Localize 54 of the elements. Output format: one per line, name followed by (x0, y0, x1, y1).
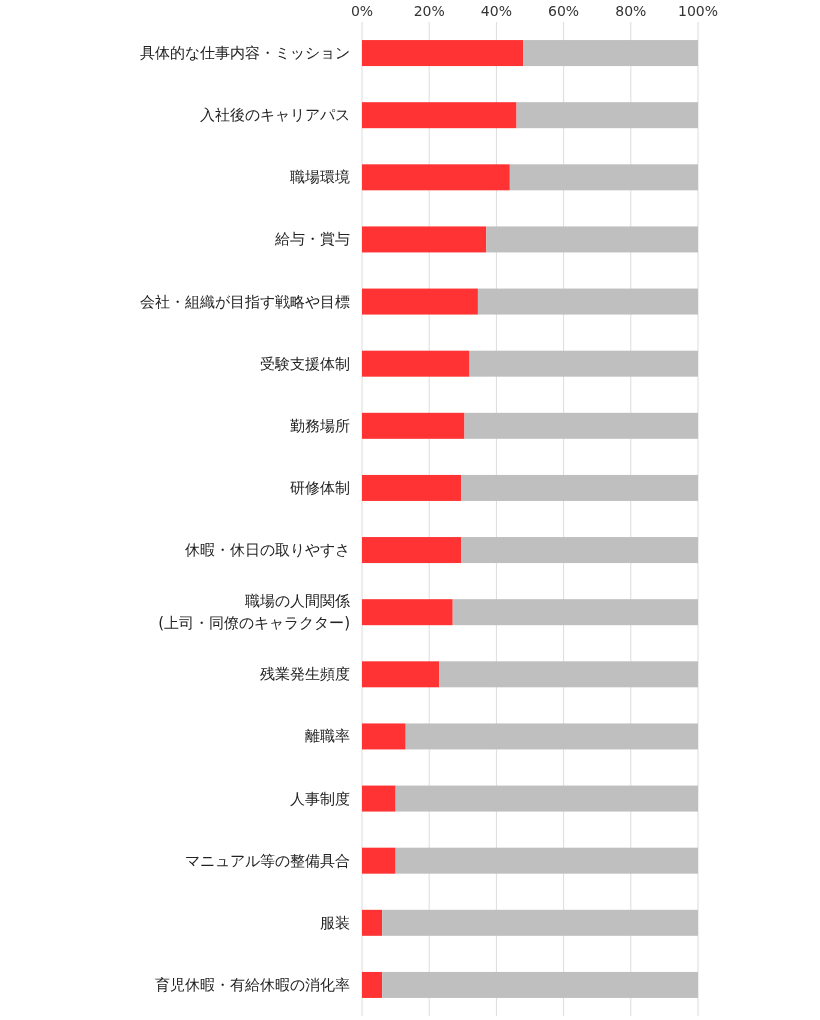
x-tick-label: 0% (350, 3, 374, 19)
bar (362, 971, 383, 998)
y-tick-label: マニュアル等の整備具合 (185, 851, 350, 870)
bar (469, 350, 698, 377)
y-tick-label: 職場環境 (290, 168, 350, 187)
y-tick-label: 勤務場所 (290, 416, 350, 435)
bar (362, 164, 510, 191)
bar (362, 288, 478, 315)
y-tick-label: 具体的な仕事内容・ミッション (140, 44, 350, 63)
bar (477, 288, 698, 315)
bar (362, 474, 462, 501)
y-tick-label: 離職率 (305, 727, 350, 746)
y-tick-label: 残業発生頻度 (260, 665, 350, 684)
y-tick-label: 給与・賞与 (274, 230, 350, 249)
bar (464, 412, 698, 439)
bar (362, 102, 517, 129)
x-tick-label: 80% (615, 3, 647, 19)
x-tick-label: 20% (413, 3, 445, 19)
bar (439, 661, 698, 688)
y-tick-label: 入社後のキャリアパス (200, 106, 350, 125)
y-tick-label: 受験支援体制 (260, 354, 350, 373)
bar (362, 40, 524, 67)
y-tick-label: 会社・組織が目指す戦略や目標 (140, 292, 350, 311)
bar (461, 474, 698, 501)
y-tick-label: 服装 (320, 913, 350, 932)
bar (362, 785, 396, 812)
x-tick-label: 60% (548, 3, 580, 19)
y-tick-label: 育児休暇・有給休暇の消化率 (155, 975, 350, 994)
bar (362, 537, 462, 564)
bar (362, 350, 470, 377)
bar (461, 537, 698, 564)
x-tick-label: 40% (480, 3, 512, 19)
bar (452, 599, 698, 626)
bar (362, 847, 396, 874)
bar (486, 226, 698, 253)
bar (362, 226, 487, 253)
bar (362, 723, 406, 750)
bar (362, 909, 383, 936)
bar (405, 723, 698, 750)
y-tick-label: 人事制度 (290, 789, 350, 808)
bar (523, 40, 698, 67)
bar (509, 164, 698, 191)
bar (362, 599, 453, 626)
bar (382, 971, 698, 998)
bar (395, 785, 698, 812)
y-tick-label: 研修体制 (290, 478, 350, 497)
bar (362, 661, 440, 688)
bar (382, 909, 698, 936)
bar (395, 847, 698, 874)
bar (362, 412, 465, 439)
bar (516, 102, 698, 129)
x-tick-label: 100% (677, 3, 719, 19)
y-tick-label: 職場の人間関係 (上司・同僚のキャラクター) (158, 592, 350, 633)
y-tick-label: 休暇・休日の取りやすさ (185, 541, 350, 560)
